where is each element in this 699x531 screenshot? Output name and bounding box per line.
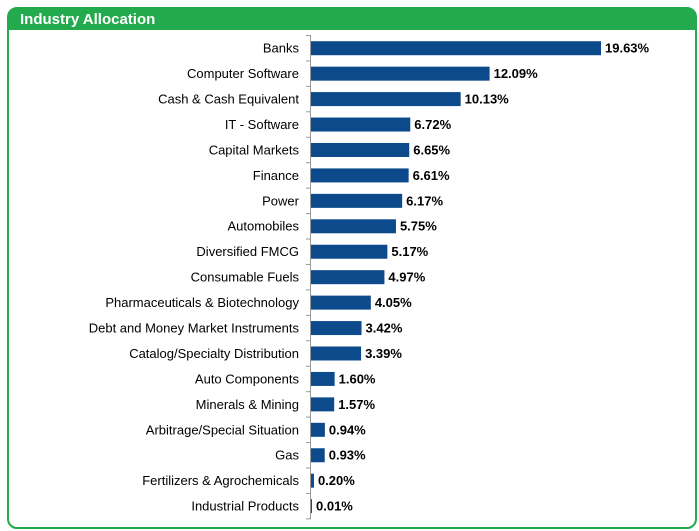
bar bbox=[311, 117, 411, 132]
category-label: Pharmaceuticals & Biotechnology bbox=[105, 295, 299, 310]
category-label: Diversified FMCG bbox=[196, 244, 299, 259]
bar bbox=[311, 193, 403, 208]
category-label: Banks bbox=[263, 41, 300, 56]
category-label: Catalog/Specialty Distribution bbox=[129, 346, 299, 361]
bar bbox=[311, 346, 362, 361]
value-label: 3.39% bbox=[365, 346, 402, 361]
bar bbox=[311, 142, 410, 157]
value-label: 0.01% bbox=[316, 499, 353, 514]
category-label: Minerals & Mining bbox=[196, 397, 299, 412]
value-label: 0.20% bbox=[318, 473, 355, 488]
bar bbox=[311, 499, 312, 514]
bar bbox=[311, 295, 371, 310]
chart-title: Industry Allocation bbox=[20, 11, 155, 28]
value-label: 1.57% bbox=[338, 397, 375, 412]
value-label: 6.17% bbox=[406, 193, 443, 208]
value-label: 1.60% bbox=[339, 371, 376, 386]
category-label: Gas bbox=[275, 448, 299, 463]
category-label: Power bbox=[262, 193, 300, 208]
bar bbox=[311, 244, 388, 259]
bar bbox=[311, 422, 325, 437]
bar bbox=[311, 473, 314, 488]
bar bbox=[311, 66, 490, 81]
value-label: 12.09% bbox=[494, 66, 539, 81]
header-bar bbox=[8, 8, 696, 30]
bar bbox=[311, 41, 601, 56]
bar bbox=[311, 397, 335, 412]
category-label: Arbitrage/Special Situation bbox=[146, 422, 299, 437]
category-label: Computer Software bbox=[187, 66, 299, 81]
bar bbox=[311, 270, 385, 285]
bar bbox=[311, 168, 409, 183]
category-label: IT - Software bbox=[225, 117, 299, 132]
category-label: Cash & Cash Equivalent bbox=[158, 92, 299, 107]
value-label: 5.17% bbox=[391, 244, 428, 259]
value-label: 0.94% bbox=[329, 422, 366, 437]
value-label: 4.97% bbox=[388, 270, 425, 285]
value-label: 0.93% bbox=[329, 448, 366, 463]
bar bbox=[311, 219, 396, 234]
bar bbox=[311, 92, 461, 107]
value-label: 19.63% bbox=[605, 41, 650, 56]
category-label: Debt and Money Market Instruments bbox=[89, 320, 300, 335]
value-label: 6.61% bbox=[413, 168, 450, 183]
category-label: Automobiles bbox=[227, 219, 299, 234]
value-label: 10.13% bbox=[465, 92, 510, 107]
bar bbox=[311, 321, 362, 336]
bar bbox=[311, 371, 335, 386]
bar bbox=[311, 448, 325, 463]
value-label: 5.75% bbox=[400, 219, 437, 234]
value-label: 3.42% bbox=[366, 320, 403, 335]
category-label: Auto Components bbox=[195, 371, 300, 386]
category-label: Finance bbox=[253, 168, 299, 183]
category-label: Capital Markets bbox=[209, 142, 300, 157]
value-label: 6.72% bbox=[414, 117, 451, 132]
value-label: 6.65% bbox=[413, 142, 450, 157]
value-label: 4.05% bbox=[375, 295, 412, 310]
category-label: Consumable Fuels bbox=[191, 270, 300, 285]
category-label: Fertilizers & Agrochemicals bbox=[142, 473, 299, 488]
category-label: Industrial Products bbox=[191, 499, 299, 514]
